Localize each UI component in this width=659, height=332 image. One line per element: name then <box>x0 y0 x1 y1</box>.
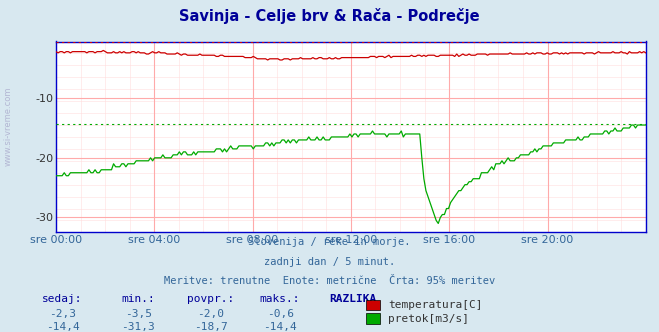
Text: povpr.:: povpr.: <box>187 294 235 304</box>
Text: min.:: min.: <box>121 294 156 304</box>
Text: -14,4: -14,4 <box>263 322 297 332</box>
Text: maks.:: maks.: <box>260 294 301 304</box>
Text: temperatura[C]: temperatura[C] <box>388 300 482 310</box>
Text: -31,3: -31,3 <box>121 322 156 332</box>
Text: pretok[m3/s]: pretok[m3/s] <box>388 314 469 324</box>
Text: -0,6: -0,6 <box>267 309 293 319</box>
Text: zadnji dan / 5 minut.: zadnji dan / 5 minut. <box>264 257 395 267</box>
Text: Savinja - Celje brv & Rača - Podrečje: Savinja - Celje brv & Rača - Podrečje <box>179 8 480 24</box>
Text: -2,3: -2,3 <box>49 309 76 319</box>
Text: sedaj:: sedaj: <box>42 294 83 304</box>
Text: Slovenija / reke in morje.: Slovenija / reke in morje. <box>248 237 411 247</box>
Text: www.si-vreme.com: www.si-vreme.com <box>4 86 13 166</box>
Text: -18,7: -18,7 <box>194 322 228 332</box>
Text: Meritve: trenutne  Enote: metrične  Črta: 95% meritev: Meritve: trenutne Enote: metrične Črta: … <box>164 276 495 286</box>
Text: -3,5: -3,5 <box>125 309 152 319</box>
Text: -14,4: -14,4 <box>45 322 80 332</box>
Text: RAZLIKA: RAZLIKA <box>329 294 376 304</box>
Text: -2,0: -2,0 <box>198 309 224 319</box>
